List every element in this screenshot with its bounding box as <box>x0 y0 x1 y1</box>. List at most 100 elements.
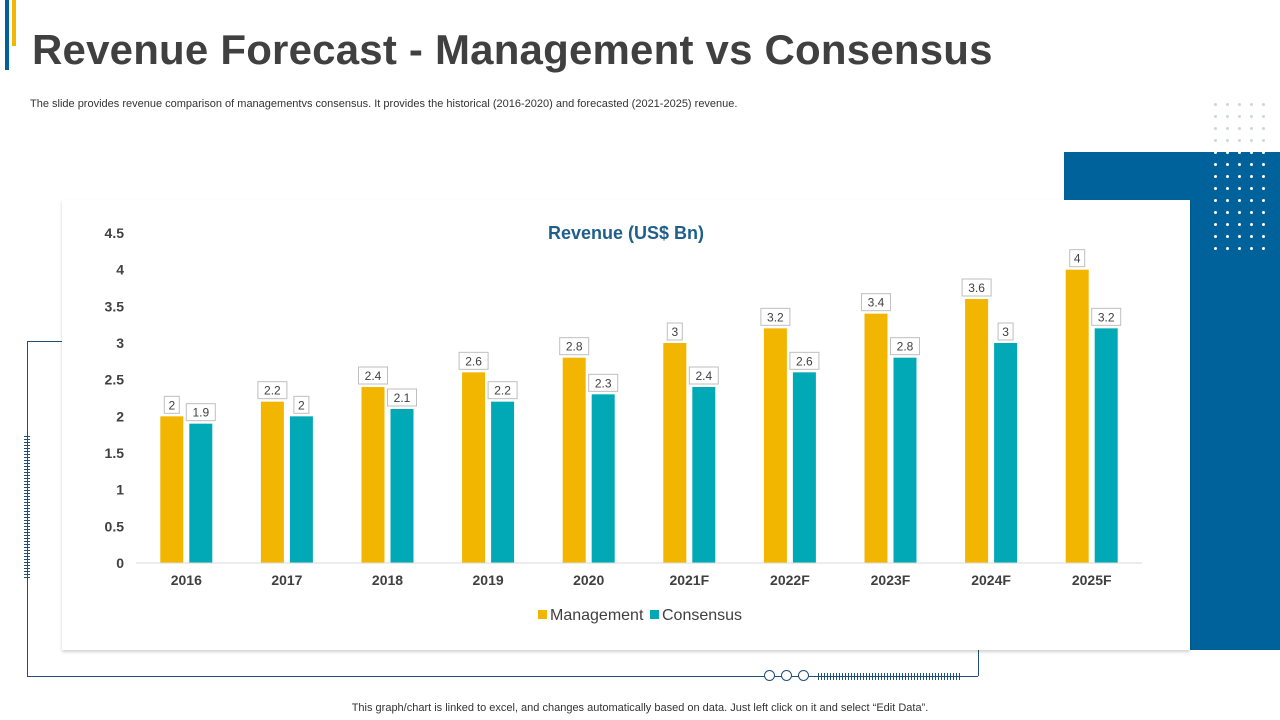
data-label-box <box>458 351 489 370</box>
bar-management <box>361 387 385 563</box>
decorative-dot <box>1250 199 1253 202</box>
data-label: 2.2 <box>494 384 511 398</box>
decorative-dot <box>1214 139 1217 142</box>
y-tick-label: 1 <box>116 482 124 498</box>
decorative-dot <box>1238 127 1241 130</box>
bar-management <box>160 416 184 563</box>
data-label: 2.4 <box>365 369 382 383</box>
data-label: 2 <box>168 398 175 412</box>
decorative-dot <box>1214 151 1217 154</box>
data-label-box <box>890 337 920 356</box>
decorative-dot <box>1262 199 1265 202</box>
decorative-dot <box>1238 115 1241 118</box>
decorative-dot <box>1214 115 1217 118</box>
decorative-dot <box>1238 175 1241 178</box>
decorative-dot <box>1226 163 1229 166</box>
bar-consensus <box>390 409 414 563</box>
data-label-box <box>760 307 791 326</box>
decorative-dot <box>1226 127 1229 130</box>
decorative-dot <box>1238 247 1241 250</box>
frame-line-top <box>27 341 62 342</box>
data-label: 2.8 <box>566 340 583 354</box>
bar-management <box>864 313 888 563</box>
bar-consensus <box>189 423 213 563</box>
data-label: 2.2 <box>264 384 281 398</box>
data-label: 2.6 <box>796 354 813 368</box>
frame-line-right <box>978 650 979 676</box>
data-label-box <box>861 293 891 312</box>
bar-consensus <box>994 343 1018 563</box>
data-label: 3.2 <box>767 310 784 324</box>
decorative-dot <box>1262 187 1265 190</box>
data-label: 1.9 <box>192 406 209 420</box>
decorative-dot <box>1238 187 1241 190</box>
bar-group: 2 1.9 2.2 2 2.4 2.1 2.6 2.2 2.8 2.3 3 2.4 3.2 2.6 3.4 2… <box>160 249 1122 563</box>
data-label-box <box>1091 307 1122 326</box>
decorative-dot <box>1262 115 1265 118</box>
decorative-circle-1 <box>764 670 775 681</box>
legend-swatch <box>650 610 659 619</box>
bar-management <box>1065 269 1089 563</box>
y-tick-label: 4 <box>116 262 124 278</box>
decorative-dot <box>1250 139 1253 142</box>
slide-subtitle: The slide provides revenue comparison of… <box>30 98 738 110</box>
data-label-box <box>487 381 518 400</box>
x-tick-label: 2019 <box>473 572 504 588</box>
decorative-dot <box>1214 163 1217 166</box>
decorative-dot <box>1262 211 1265 214</box>
bar-consensus <box>289 416 313 563</box>
decorative-dot <box>1250 151 1253 154</box>
decorative-dot <box>1262 223 1265 226</box>
decorative-dot <box>1226 247 1229 250</box>
decorative-dot <box>1214 211 1217 214</box>
y-axis: 0 0.5 1 1.5 2 2.5 3 3.5 4 4.5 <box>105 225 125 571</box>
data-label-box <box>387 388 417 407</box>
decorative-dot <box>1250 187 1253 190</box>
decorative-dot <box>1214 223 1217 226</box>
decorative-dot <box>1262 103 1265 106</box>
decorative-dot <box>1250 247 1253 250</box>
x-tick-label: 2021F <box>669 572 709 588</box>
decorative-dot <box>1214 103 1217 106</box>
decorative-dot <box>1226 211 1229 214</box>
x-tick-label: 2023F <box>871 572 911 588</box>
data-label: 2.1 <box>394 391 411 405</box>
decorative-dot <box>1262 127 1265 130</box>
bar-management <box>562 357 586 563</box>
bar-consensus <box>893 357 917 563</box>
x-tick-label: 2018 <box>372 572 403 588</box>
decorative-dot <box>1226 187 1229 190</box>
bar-consensus <box>491 401 515 563</box>
y-tick-label: 3 <box>116 335 124 351</box>
data-label: 2.3 <box>595 376 612 390</box>
data-label-box <box>257 381 288 400</box>
decorative-dot <box>1250 211 1253 214</box>
decorative-dot <box>1262 163 1265 166</box>
data-label-box <box>588 373 619 392</box>
data-label-box <box>666 322 683 341</box>
decorative-dot <box>1226 151 1229 154</box>
decorative-dot <box>1214 199 1217 202</box>
data-label-box <box>358 366 388 385</box>
y-tick-label: 2 <box>116 408 124 424</box>
x-tick-label: 2024F <box>971 572 1011 588</box>
decorative-dot-grid <box>1214 103 1274 259</box>
data-label-box <box>997 322 1014 341</box>
decorative-hatch-vertical <box>24 436 30 578</box>
decorative-circle-3 <box>798 670 809 681</box>
bar-consensus <box>692 387 716 563</box>
decorative-dot <box>1250 223 1253 226</box>
bar-management <box>462 372 486 563</box>
y-tick-label: 1.5 <box>105 445 125 461</box>
x-tick-label: 2025F <box>1072 572 1112 588</box>
decorative-dot <box>1250 235 1253 238</box>
x-tick-label: 2016 <box>171 572 202 588</box>
x-tick-label: 2017 <box>271 572 302 588</box>
data-label-box <box>789 351 820 370</box>
decorative-dot <box>1238 199 1241 202</box>
data-label: 4 <box>1074 252 1081 266</box>
y-tick-label: 2.5 <box>105 372 125 388</box>
decorative-dot <box>1214 247 1217 250</box>
data-label-box <box>961 278 992 297</box>
